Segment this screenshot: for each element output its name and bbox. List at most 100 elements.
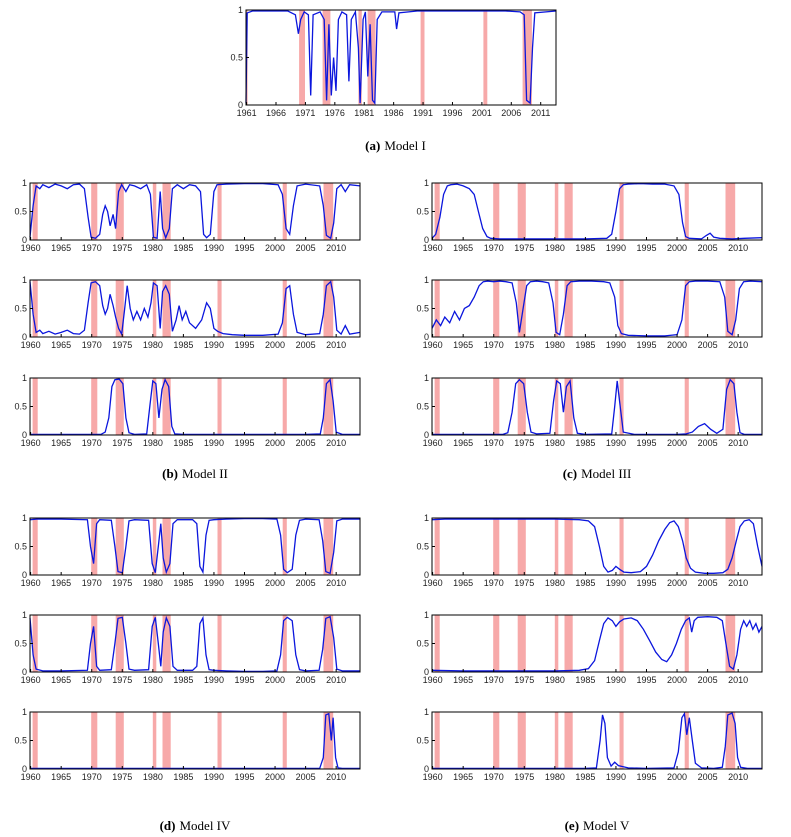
svg-text:2010: 2010 (728, 772, 748, 782)
svg-text:1960: 1960 (423, 578, 443, 588)
recession-band (282, 378, 287, 435)
svg-text:1965: 1965 (51, 578, 71, 588)
svg-text:0: 0 (22, 235, 27, 245)
recession-band (564, 518, 573, 575)
probability-line (432, 711, 762, 770)
recession-band (684, 280, 689, 337)
svg-text:1970: 1970 (82, 578, 102, 588)
svg-text:1985: 1985 (173, 578, 193, 588)
caption-e-title: Model V (583, 818, 630, 833)
recession-band (91, 280, 98, 337)
probability-line (29, 182, 361, 240)
recession-band (564, 378, 573, 435)
recession-band (282, 280, 287, 337)
svg-text:2010: 2010 (326, 340, 346, 350)
svg-text:1965: 1965 (51, 340, 71, 350)
svg-text:0: 0 (424, 570, 429, 580)
svg-text:1: 1 (424, 514, 429, 523)
recession-band (554, 378, 559, 435)
recession-band (217, 712, 222, 769)
recession-band (162, 183, 171, 240)
chart-canvas-d3: 1960 1965 1970 1975 1980 1985 1990 1995 2000 2005… (14, 708, 361, 782)
model-iii-chart-2: 1960 1965 1970 1975 1980 1985 1990 1995 2000 2005… (412, 276, 770, 353)
svg-text:1975: 1975 (514, 340, 534, 350)
svg-text:1960: 1960 (423, 243, 443, 253)
svg-text:1995: 1995 (234, 675, 254, 685)
probability-line (431, 616, 763, 672)
recession-band (162, 518, 171, 575)
svg-text:2000: 2000 (667, 675, 687, 685)
svg-text:1980: 1980 (545, 340, 565, 350)
svg-text:1990: 1990 (606, 772, 626, 782)
axes-frame (431, 614, 763, 673)
recession-band (684, 712, 689, 769)
svg-text:1985: 1985 (575, 675, 595, 685)
axes-frame (431, 182, 763, 241)
svg-text:0.5: 0.5 (14, 207, 27, 217)
svg-text:1970: 1970 (484, 675, 504, 685)
svg-text:2000: 2000 (667, 340, 687, 350)
recession-band (420, 10, 425, 105)
svg-text:2000: 2000 (265, 772, 285, 782)
probability-line (431, 518, 763, 574)
svg-text:1980: 1980 (143, 340, 163, 350)
recession-band (115, 712, 124, 769)
svg-text:0.5: 0.5 (416, 207, 429, 217)
svg-text:0.5: 0.5 (14, 736, 27, 746)
svg-text:2000: 2000 (667, 578, 687, 588)
svg-text:1970: 1970 (82, 675, 102, 685)
recession-band (554, 712, 559, 769)
recession-band (323, 615, 334, 672)
svg-text:1975: 1975 (112, 340, 132, 350)
svg-text:2000: 2000 (265, 340, 285, 350)
svg-text:1970: 1970 (484, 243, 504, 253)
recession-band (554, 615, 559, 672)
recession-band (162, 615, 171, 672)
recession-band (517, 378, 526, 435)
chart-canvas-d2: 1960 1965 1970 1975 1980 1985 1990 1995 2000 2005… (14, 611, 361, 685)
svg-text:1965: 1965 (453, 243, 473, 253)
model-v-chart-3: 1960 1965 1970 1975 1980 1985 1990 1995 2000 2005… (412, 708, 770, 785)
axes-frame (29, 377, 361, 436)
svg-text:1995: 1995 (234, 243, 254, 253)
recession-band (517, 280, 526, 337)
svg-text:1990: 1990 (204, 438, 224, 448)
svg-text:0.5: 0.5 (416, 736, 429, 746)
caption-a-tag: (a) (365, 138, 381, 153)
svg-text:2005: 2005 (296, 340, 316, 350)
svg-text:1990: 1990 (204, 772, 224, 782)
svg-text:2010: 2010 (326, 772, 346, 782)
svg-text:1970: 1970 (82, 243, 102, 253)
recession-band (152, 712, 157, 769)
svg-text:1990: 1990 (204, 578, 224, 588)
recession-band (152, 280, 157, 337)
svg-text:2005: 2005 (698, 578, 718, 588)
svg-text:0.5: 0.5 (416, 304, 429, 314)
recession-band (162, 712, 171, 769)
recession-band (162, 378, 171, 435)
caption-e-tag: (e) (564, 818, 580, 833)
recession-band (725, 518, 736, 575)
svg-text:1996: 1996 (442, 108, 462, 118)
svg-text:1995: 1995 (636, 772, 656, 782)
svg-text:1975: 1975 (514, 438, 534, 448)
svg-text:2006: 2006 (501, 108, 521, 118)
svg-text:1970: 1970 (484, 438, 504, 448)
recession-band (322, 10, 331, 105)
svg-text:1975: 1975 (514, 772, 534, 782)
svg-text:1960: 1960 (21, 675, 41, 685)
probability-line (431, 280, 763, 337)
model-iv-chart-3: 1960 1965 1970 1975 1980 1985 1990 1995 2000 2005… (10, 708, 368, 785)
svg-text:1965: 1965 (51, 675, 71, 685)
svg-text:1965: 1965 (453, 772, 473, 782)
model-v-chart-2: 1960 1965 1970 1975 1980 1985 1990 1995 2000 2005… (412, 611, 770, 688)
chart-canvas-b3: 1960 1965 1970 1975 1980 1985 1990 1995 2000 2005… (14, 374, 361, 448)
recession-band (323, 378, 334, 435)
svg-text:0: 0 (424, 764, 429, 774)
svg-text:2010: 2010 (728, 340, 748, 350)
svg-text:1986: 1986 (384, 108, 404, 118)
svg-text:1980: 1980 (143, 772, 163, 782)
svg-text:2005: 2005 (698, 243, 718, 253)
svg-text:1991: 1991 (413, 108, 433, 118)
axes-frame (29, 517, 361, 576)
